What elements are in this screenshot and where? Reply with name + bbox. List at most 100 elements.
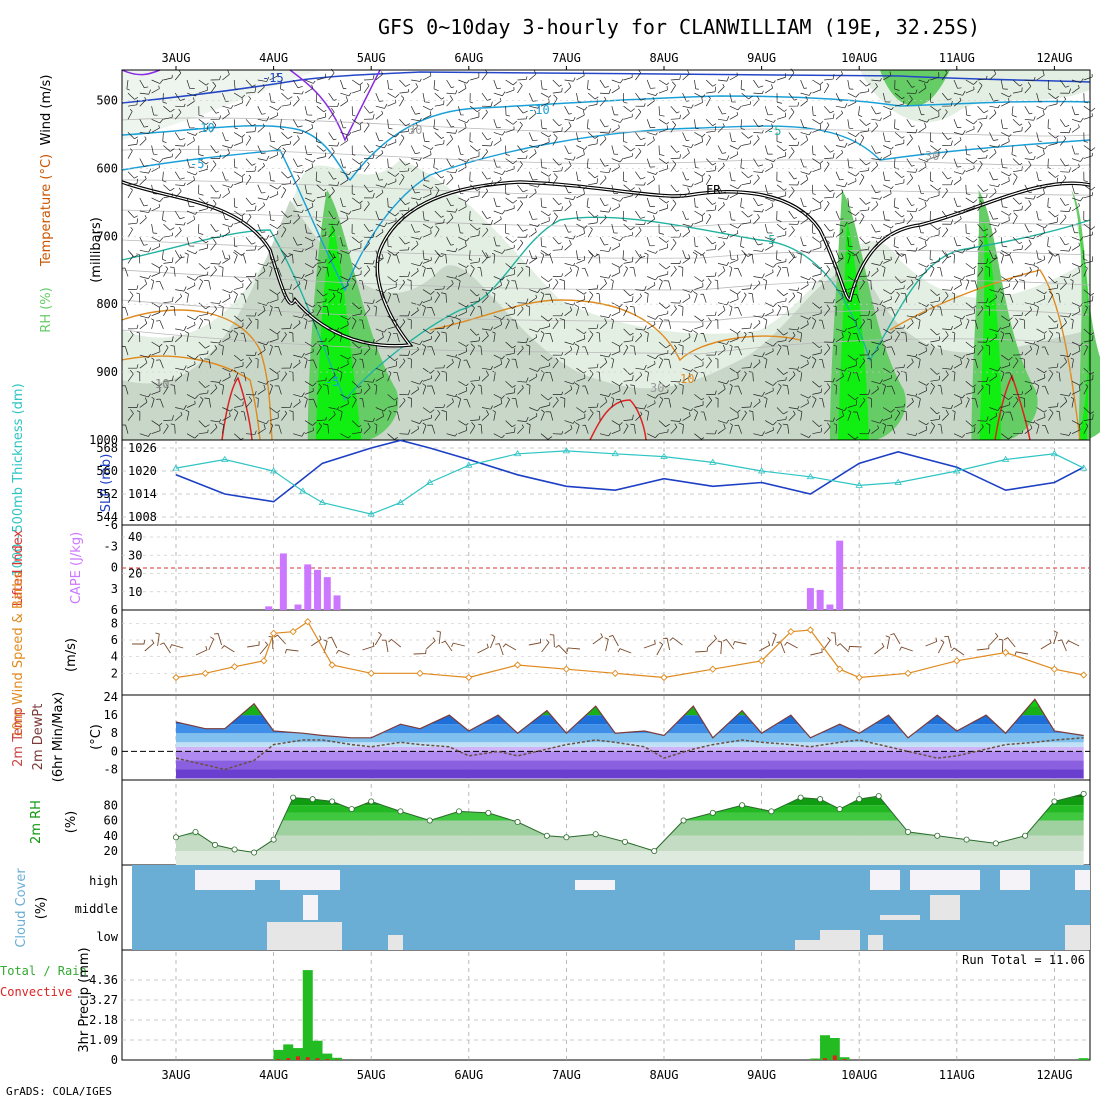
top-date-axis: 3AUG 4AUG 5AUG 6AUG 7AUG 8AUG 9AUG 10AUG 11AUG 12… xyxy=(162,51,1073,70)
surface-wind-barb xyxy=(414,650,427,654)
precip-total-bar xyxy=(1079,1058,1089,1060)
precip-convective-bar xyxy=(843,1059,847,1060)
top-date-label: 5AUG xyxy=(357,51,386,65)
pressure-tick: 900 xyxy=(96,365,118,379)
surface-wind-barb xyxy=(437,631,441,644)
wind-speed-marker xyxy=(1051,666,1057,672)
bottom-date-label: 11AUG xyxy=(939,1068,975,1082)
surface-wind-barb xyxy=(556,645,568,654)
temp-band xyxy=(122,742,1090,747)
rh2m-unit-label: (%) xyxy=(64,811,79,834)
wind-speed-marker xyxy=(856,675,862,681)
top-date-label: 12AUG xyxy=(1036,51,1072,65)
cape-bar xyxy=(817,590,824,610)
credit-label: GrADS: COLA/IGES xyxy=(6,1085,112,1098)
wind-speed-marker xyxy=(612,670,618,676)
surface-wind-barb xyxy=(222,646,235,652)
cape-tick: 40 xyxy=(128,530,142,544)
lifted-index-tick: -3 xyxy=(104,539,118,553)
surface-wind-barb xyxy=(336,650,349,655)
precip-total-axis-label: Total / Rain xyxy=(0,964,87,978)
contour-label: -5 xyxy=(190,157,204,171)
rh-marker xyxy=(173,835,178,840)
cloud-block xyxy=(1065,925,1090,950)
surface-wind-barb xyxy=(441,641,452,651)
cloud-block xyxy=(930,895,960,920)
precip-convective-bar xyxy=(306,1057,310,1060)
precip-tick: 3.27 xyxy=(89,993,118,1007)
wind-speed-marker xyxy=(368,670,374,676)
cloud-cover-axis-label: Cloud Cover xyxy=(14,868,29,948)
surface-wind-barb xyxy=(209,637,214,650)
temp-tick: 16 xyxy=(104,708,118,722)
dewpt2m-axis-label: 2m DewPt xyxy=(31,704,46,771)
rh-marker xyxy=(349,806,354,811)
wind-speed-marker xyxy=(173,675,179,681)
thickness-tick: 560 xyxy=(96,464,118,478)
upper-air-panel: -15-10-10-5-5-5-51030301030FR xyxy=(122,69,1100,440)
temperature-panel xyxy=(122,688,1090,779)
rh-marker xyxy=(456,809,461,814)
rh-marker xyxy=(798,795,803,800)
cape-bar xyxy=(295,605,302,610)
rh-marker xyxy=(1023,833,1028,838)
bottom-date-label: 9AUG xyxy=(747,1068,776,1082)
chart-title: GFS 0~10day 3-hourly for CLANWILLIAM (19… xyxy=(378,15,980,39)
surface-wind-barb xyxy=(132,640,145,644)
surface-wind-barb xyxy=(1058,640,1067,651)
temp-band xyxy=(122,733,1090,742)
bottom-date-label: 3AUG xyxy=(162,1068,191,1082)
wind-tick: 2 xyxy=(111,666,118,680)
surface-wind-barb xyxy=(718,641,722,654)
precip-convective-axis-label: Convective xyxy=(0,985,72,999)
rh-band xyxy=(122,813,1090,821)
temp-band xyxy=(122,688,1090,697)
surface-wind-barb xyxy=(759,641,769,651)
surface-wind-barb xyxy=(170,645,183,649)
temp2m-axis-label: 2m Temp xyxy=(11,707,26,767)
bottom-date-label: 8AUG xyxy=(650,1068,679,1082)
rh-marker xyxy=(193,829,198,834)
rh-marker xyxy=(251,850,256,855)
bottom-date-label: 12AUG xyxy=(1036,1068,1072,1082)
top-date-label: 9AUG xyxy=(747,51,776,65)
wind-speed-marker xyxy=(271,630,277,636)
surface-wind-barb xyxy=(657,642,663,655)
surface-wind-barb xyxy=(644,640,655,648)
precip-convective-bar xyxy=(823,1058,827,1060)
surface-wind-barb xyxy=(618,649,631,653)
surface-wind-barb xyxy=(609,635,618,646)
temp-band xyxy=(122,724,1090,733)
pressure-tick: 600 xyxy=(96,161,118,175)
temp-minmax-label: (6hr Min/Max) xyxy=(51,692,66,782)
wind-speed-marker xyxy=(954,658,960,664)
wind10m-panel xyxy=(122,619,1090,681)
rh-marker xyxy=(876,794,881,799)
rh-band xyxy=(122,821,1090,836)
cape-tick: 30 xyxy=(128,548,142,562)
surface-wind-barb xyxy=(503,644,516,650)
pressure-tick: 800 xyxy=(96,297,118,311)
surface-wind-barb xyxy=(990,633,998,645)
top-date-label: 7AUG xyxy=(552,51,581,65)
precip-tick: 0 xyxy=(111,1053,118,1067)
lifted-index-tick: 3 xyxy=(111,582,118,596)
wind-speed-marker xyxy=(261,658,267,664)
rh-marker xyxy=(515,819,520,824)
wind-speed-marker xyxy=(1003,650,1009,656)
rh-marker xyxy=(905,829,910,834)
surface-wind-barb xyxy=(362,642,373,650)
temp-color-bands xyxy=(122,688,1090,779)
surface-wind-barb xyxy=(1015,652,1028,656)
panel-frame xyxy=(122,950,1090,1060)
precip-total-bar xyxy=(273,1050,283,1060)
surface-wind-barb xyxy=(328,637,337,648)
bottom-date-label: 4AUG xyxy=(259,1068,288,1082)
surface-wind-barb xyxy=(196,646,207,655)
temp-band xyxy=(122,706,1090,715)
surface-wind-barb xyxy=(733,642,746,646)
thickness-line xyxy=(176,451,1084,514)
surface-wind-barb xyxy=(785,642,798,648)
run-total-label: Run Total = 11.06 xyxy=(962,953,1085,967)
